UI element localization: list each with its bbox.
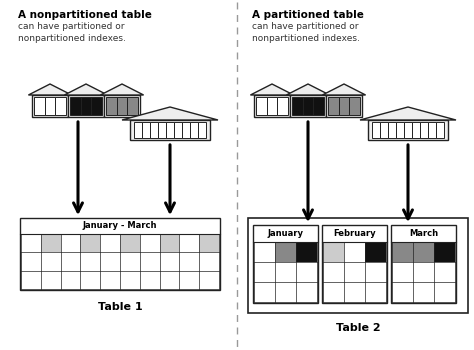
Bar: [41, 234, 61, 252]
Bar: [420, 122, 428, 138]
Bar: [55, 97, 66, 115]
Polygon shape: [28, 84, 72, 95]
Bar: [140, 234, 160, 252]
Bar: [254, 95, 290, 117]
Bar: [174, 122, 182, 138]
Polygon shape: [64, 84, 108, 95]
Bar: [349, 97, 360, 115]
Bar: [434, 242, 455, 262]
Bar: [290, 95, 326, 117]
Bar: [134, 122, 142, 138]
Polygon shape: [286, 84, 329, 95]
Polygon shape: [250, 84, 293, 95]
Text: January - March: January - March: [83, 222, 157, 230]
Bar: [81, 234, 100, 252]
Bar: [81, 97, 91, 115]
Bar: [368, 120, 448, 140]
Polygon shape: [122, 107, 218, 120]
Bar: [128, 97, 138, 115]
Bar: [256, 97, 266, 115]
Bar: [326, 95, 362, 117]
Bar: [253, 225, 318, 303]
Bar: [412, 122, 420, 138]
Bar: [182, 122, 190, 138]
Bar: [404, 122, 412, 138]
Text: can have partitioned or
nonpartitioned indexes.: can have partitioned or nonpartitioned i…: [252, 22, 360, 43]
Bar: [292, 97, 302, 115]
Bar: [388, 122, 396, 138]
Bar: [142, 122, 150, 138]
Bar: [100, 234, 120, 252]
Bar: [117, 97, 128, 115]
Bar: [32, 95, 68, 117]
Bar: [277, 97, 288, 115]
Bar: [160, 234, 179, 252]
Text: February: February: [333, 229, 376, 238]
Bar: [380, 122, 388, 138]
Bar: [198, 122, 206, 138]
Bar: [396, 122, 404, 138]
Bar: [365, 242, 386, 262]
Bar: [34, 97, 45, 115]
Bar: [45, 97, 55, 115]
Bar: [254, 242, 275, 262]
Bar: [296, 242, 317, 262]
Bar: [70, 97, 81, 115]
Bar: [130, 120, 210, 140]
Bar: [322, 225, 387, 303]
Bar: [436, 122, 444, 138]
Bar: [150, 122, 158, 138]
Bar: [428, 122, 436, 138]
Bar: [413, 242, 434, 262]
Bar: [323, 242, 344, 262]
Text: Table 1: Table 1: [98, 302, 142, 312]
Polygon shape: [322, 84, 365, 95]
Text: January: January: [267, 229, 303, 238]
Bar: [372, 122, 380, 138]
Bar: [190, 122, 198, 138]
Bar: [158, 122, 166, 138]
Bar: [20, 218, 220, 290]
Bar: [104, 95, 140, 117]
Bar: [248, 218, 468, 313]
Bar: [266, 97, 277, 115]
Polygon shape: [100, 84, 144, 95]
Text: A partitioned table: A partitioned table: [252, 10, 364, 20]
Bar: [120, 234, 140, 252]
Bar: [68, 95, 104, 117]
Bar: [61, 234, 81, 252]
Bar: [344, 242, 365, 262]
Bar: [338, 97, 349, 115]
Text: can have partitioned or
nonpartitioned indexes.: can have partitioned or nonpartitioned i…: [18, 22, 126, 43]
Text: March: March: [409, 229, 438, 238]
Bar: [179, 234, 199, 252]
Bar: [106, 97, 117, 115]
Polygon shape: [360, 107, 456, 120]
Bar: [275, 242, 296, 262]
Bar: [21, 234, 41, 252]
Bar: [392, 242, 413, 262]
Bar: [391, 225, 456, 303]
Bar: [302, 97, 313, 115]
Bar: [328, 97, 338, 115]
Bar: [199, 234, 219, 252]
Bar: [91, 97, 102, 115]
Text: A nonpartitioned table: A nonpartitioned table: [18, 10, 152, 20]
Bar: [313, 97, 324, 115]
Text: Table 2: Table 2: [336, 323, 380, 333]
Bar: [166, 122, 174, 138]
